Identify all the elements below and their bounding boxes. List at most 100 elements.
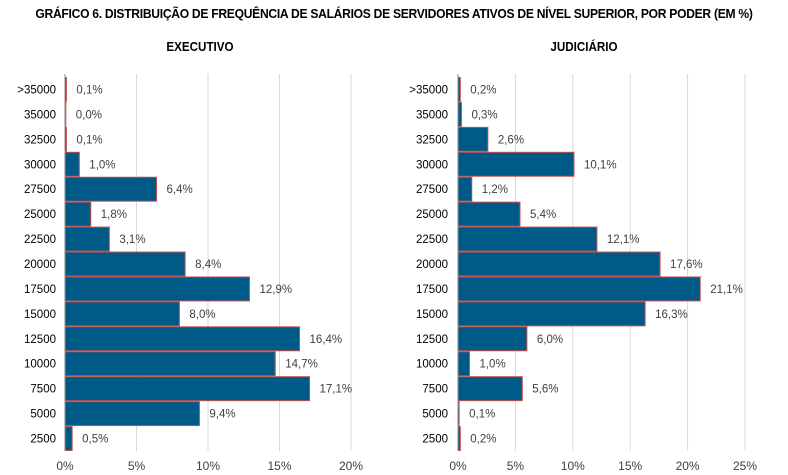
bar <box>457 126 489 152</box>
data-label: 0,3% <box>471 109 497 121</box>
y-category-label: 30000 <box>416 159 448 171</box>
judiciario-title: JUDICIÁRIO <box>550 40 618 54</box>
bar <box>457 351 470 377</box>
x-tick-label: 20% <box>339 459 363 473</box>
x-tick-label: 5% <box>507 459 525 473</box>
y-category-label: 20000 <box>416 259 448 271</box>
data-label: 6,0% <box>537 334 563 346</box>
data-label: 0,1% <box>469 409 495 421</box>
bar <box>457 251 661 277</box>
y-category-label: 15000 <box>24 309 56 321</box>
data-label: 14,7% <box>285 359 318 371</box>
data-label: 0,1% <box>76 134 102 146</box>
x-tick-label: 10% <box>196 459 220 473</box>
data-label: 1,0% <box>479 359 505 371</box>
bar <box>457 376 523 402</box>
bar <box>64 151 80 177</box>
y-category-label: 7500 <box>422 384 448 396</box>
y-category-label: 30000 <box>24 159 56 171</box>
bar <box>457 101 462 127</box>
data-label: 6,4% <box>167 184 193 196</box>
data-label: 1,8% <box>101 209 127 221</box>
data-label: 9,4% <box>209 409 235 421</box>
y-category-label: 12500 <box>416 334 448 346</box>
bar <box>64 351 276 377</box>
data-label: 5,4% <box>530 209 556 221</box>
y-category-label: 32500 <box>24 134 56 146</box>
bar <box>457 326 528 352</box>
bar <box>457 176 473 202</box>
bar <box>64 301 180 327</box>
bar <box>64 276 250 302</box>
data-label: 16,3% <box>655 309 688 321</box>
data-label: 16,4% <box>310 334 343 346</box>
y-category-label: 10000 <box>416 359 448 371</box>
data-label: 8,0% <box>189 309 215 321</box>
bar <box>64 326 301 352</box>
data-label: 2,6% <box>498 134 524 146</box>
y-category-label: 17500 <box>24 284 56 296</box>
bar <box>457 226 598 252</box>
data-label: 5,6% <box>532 384 558 396</box>
data-label: 10,1% <box>584 159 617 171</box>
y-category-label: 27500 <box>24 184 56 196</box>
y-category-label: >35000 <box>17 84 56 96</box>
data-label: 3,1% <box>119 234 145 246</box>
executivo-chart: 0% 5% 10% 15% 20% >35000 0,1% 35000 0,0% 32500 0,1… <box>17 74 363 473</box>
bar <box>457 301 646 327</box>
data-label: 12,9% <box>259 284 292 296</box>
y-category-label: 35000 <box>24 109 56 121</box>
data-label: 12,1% <box>607 234 640 246</box>
y-category-label: 12500 <box>24 334 56 346</box>
y-category-label: 7500 <box>30 384 56 396</box>
y-category-label: 22500 <box>24 234 56 246</box>
x-tick-label: 0% <box>56 459 74 473</box>
y-category-label: 17500 <box>416 284 448 296</box>
y-category-label: 27500 <box>416 184 448 196</box>
y-category-label: 5000 <box>422 409 448 421</box>
x-tick-label: 15% <box>618 459 642 473</box>
bar <box>457 151 575 177</box>
y-category-label: 5000 <box>30 409 56 421</box>
bar <box>64 226 110 252</box>
x-tick-label: 15% <box>267 459 291 473</box>
data-label: 17,1% <box>320 384 353 396</box>
data-label: 1,0% <box>89 159 115 171</box>
x-tick-label: 20% <box>676 459 700 473</box>
bar <box>64 401 200 427</box>
x-tick-label: 5% <box>128 459 146 473</box>
y-category-label: 35000 <box>416 109 448 121</box>
bar <box>64 376 311 402</box>
data-label: 0,2% <box>470 434 496 446</box>
bar <box>64 426 73 452</box>
bar <box>457 201 521 227</box>
y-category-label: 15000 <box>416 309 448 321</box>
data-label: 0,5% <box>82 434 108 446</box>
y-category-label: 32500 <box>416 134 448 146</box>
y-category-label: 25000 <box>416 209 448 221</box>
data-label: 21,1% <box>710 284 743 296</box>
y-category-label: 2500 <box>30 434 56 446</box>
data-label: 0,0% <box>76 109 102 121</box>
bar <box>64 251 186 277</box>
bar <box>457 276 701 302</box>
data-label: 0,1% <box>76 84 102 96</box>
bar <box>64 201 92 227</box>
y-category-label: 22500 <box>416 234 448 246</box>
judiciario-chart: 0% 5% 10% 15% 20% 25% >35000 0,2% 35000 0,3% 32500… <box>409 74 757 473</box>
data-label: 0,2% <box>470 84 496 96</box>
chart-title: GRÁFICO 6. DISTRIBUIÇÃO DE FREQUÊNCIA DE… <box>35 6 753 21</box>
y-category-label: >35000 <box>409 84 448 96</box>
y-category-label: 2500 <box>422 434 448 446</box>
bar <box>64 176 158 202</box>
data-label: 8,4% <box>195 259 221 271</box>
executivo-title: EXECUTIVO <box>166 40 234 54</box>
data-label: 17,6% <box>670 259 703 271</box>
y-category-label: 10000 <box>24 359 56 371</box>
x-tick-label: 0% <box>449 459 467 473</box>
y-category-label: 25000 <box>24 209 56 221</box>
y-category-label: 20000 <box>24 259 56 271</box>
x-tick-label: 10% <box>561 459 585 473</box>
x-tick-label: 25% <box>733 459 757 473</box>
data-label: 1,2% <box>482 184 508 196</box>
